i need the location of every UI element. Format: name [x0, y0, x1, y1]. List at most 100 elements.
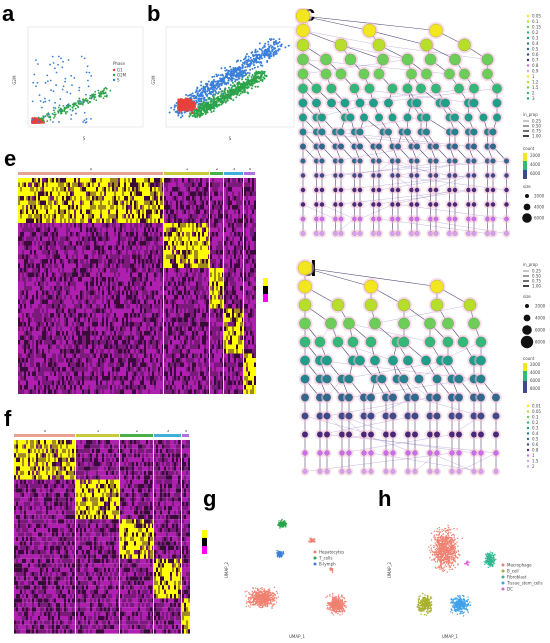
heatmap-cell	[82, 299, 84, 304]
heatmap-cell	[46, 389, 48, 394]
heatmap-cell	[18, 281, 20, 286]
point-g2m	[54, 113, 57, 116]
point-g2m	[81, 103, 84, 106]
point-g2m	[57, 111, 60, 114]
heatmap-cell	[82, 200, 84, 205]
heatmap-cell	[32, 254, 34, 259]
heatmap-cell	[48, 227, 50, 232]
heatmap-cell	[52, 232, 54, 237]
heatmap-cell	[72, 205, 74, 210]
heatmap-cell	[18, 322, 20, 327]
heatmap-cell	[60, 245, 62, 250]
heatmap-cell	[80, 250, 82, 255]
point-s	[46, 80, 49, 83]
legend-colorbar-count-high	[523, 153, 527, 161]
heatmap-cell	[86, 227, 88, 232]
heatmap-cell	[26, 182, 28, 187]
heatmap-cell	[46, 290, 48, 295]
heatmap-cell	[34, 380, 36, 385]
point-g2m	[94, 90, 97, 93]
tree-node	[358, 68, 370, 80]
heatmap-cell	[22, 295, 24, 300]
heatmap-cell	[36, 340, 38, 345]
tree-node	[503, 158, 510, 164]
heatmap-cell	[80, 380, 82, 385]
heatmap-cell	[24, 362, 26, 367]
heatmap-cell	[60, 218, 62, 223]
point-g2m	[64, 111, 67, 114]
heatmap-cell	[54, 335, 56, 340]
heatmap-cell	[54, 367, 56, 372]
legend-label-resolution: 1	[532, 74, 535, 79]
point-g2m	[188, 115, 191, 118]
heatmap-cell	[46, 340, 48, 345]
legend-swatch-resolution	[526, 91, 530, 95]
heatmap-cell	[30, 241, 32, 246]
point-g2m	[254, 85, 257, 88]
heatmap-cell	[28, 209, 30, 214]
heatmap-cell	[64, 232, 66, 237]
heatmap-cell	[72, 326, 74, 331]
heatmap-cell	[46, 376, 48, 381]
heatmap-cell	[36, 205, 38, 210]
heatmap-cell	[88, 209, 90, 214]
heatmap-cell	[18, 236, 20, 241]
tree-node	[319, 158, 325, 164]
heatmap-cell	[86, 326, 88, 331]
point-s	[170, 106, 173, 109]
heatmap-cell	[48, 196, 50, 201]
heatmap-cell	[74, 371, 76, 376]
heatmap-cell	[58, 326, 60, 331]
heatmap-cell	[78, 196, 80, 201]
heatmap-cell	[18, 340, 20, 345]
heatmap-cell	[74, 286, 76, 291]
point-g2m	[207, 101, 210, 104]
heatmap-cell	[40, 326, 42, 331]
point-g2m	[263, 70, 266, 73]
heatmap-cell	[32, 371, 34, 376]
heatmap-cell	[46, 317, 48, 322]
heatmap-cell	[68, 376, 70, 381]
heatmap-cell	[30, 263, 32, 268]
heatmap-cell	[18, 182, 20, 187]
tree-node	[504, 173, 509, 178]
heatmap-cell	[60, 227, 62, 232]
heatmap-cell	[88, 232, 90, 237]
point-g2m	[261, 78, 264, 81]
heatmap-cell	[88, 331, 90, 336]
point-s	[205, 93, 208, 96]
heatmap-cell	[80, 245, 82, 250]
heatmap-cell	[34, 358, 36, 363]
point-s	[211, 90, 214, 93]
heatmap-cell	[58, 191, 60, 196]
point-g2m	[238, 81, 241, 84]
heatmap-cell	[30, 218, 32, 223]
heatmap-cell	[24, 322, 26, 327]
point-s	[210, 82, 213, 85]
point-g2m	[213, 98, 216, 101]
heatmap-cell	[32, 268, 34, 273]
point-s	[259, 54, 262, 57]
heatmap-cell	[46, 200, 48, 205]
heatmap-cell	[52, 290, 54, 295]
heatmap-cell	[82, 254, 84, 259]
heatmap-cell	[22, 272, 24, 277]
point-s	[275, 49, 278, 52]
heatmap-cell	[46, 268, 48, 273]
heatmap-cell	[36, 200, 38, 205]
heatmap-cell	[80, 254, 82, 259]
heatmap-cell	[62, 358, 64, 363]
point-g2m	[250, 76, 253, 79]
heatmap-cell	[30, 223, 32, 228]
heatmap-cell	[64, 376, 66, 381]
heatmap-cell	[30, 295, 32, 300]
heatmap-cell	[44, 349, 46, 354]
heatmap-cell	[18, 196, 20, 201]
point-g2m	[255, 76, 258, 79]
point-g2m	[224, 88, 227, 91]
point-g2m	[259, 79, 262, 82]
heatmap-cell	[26, 349, 28, 354]
tree-node	[357, 173, 363, 178]
point-g2m	[214, 105, 217, 108]
heatmap-cell	[72, 353, 74, 358]
